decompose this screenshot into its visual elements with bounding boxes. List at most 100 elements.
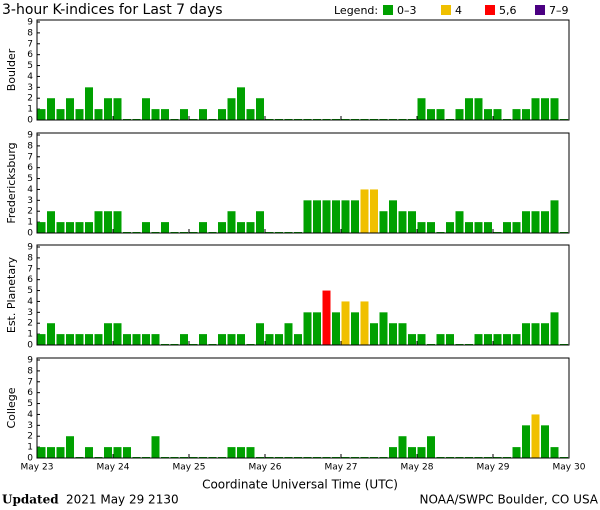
y-tick-label: 5 [27, 174, 33, 184]
y-tick-label: 4 [27, 185, 33, 195]
bar [104, 447, 112, 458]
chart-title: 3-hour K-indices for Last 7 days [2, 2, 223, 18]
bar [227, 447, 236, 458]
bar [180, 334, 188, 345]
updated-time: 2021 May 29 2130 [66, 493, 179, 507]
y-tick-label: 0 [27, 341, 33, 351]
bar [218, 334, 226, 345]
bar [66, 222, 74, 233]
bar [237, 222, 245, 233]
y-axis-label: Boulder [5, 48, 18, 91]
y-tick-label: 9 [27, 131, 33, 141]
bar [503, 222, 511, 233]
y-tick-label: 1 [27, 443, 33, 453]
bar [484, 109, 492, 120]
bar [113, 98, 122, 120]
y-tick-label: 3 [27, 421, 33, 431]
bar [56, 447, 65, 458]
y-tick-label: 4 [27, 410, 33, 420]
bar [341, 301, 350, 345]
bar [227, 211, 236, 233]
bar [408, 334, 416, 345]
legend-label: 4 [455, 4, 462, 17]
legend-swatch [441, 5, 451, 15]
y-tick-label: 2 [27, 319, 33, 329]
x-tick-label: May 23 [21, 463, 54, 473]
bar [199, 334, 207, 345]
y-tick-label: 6 [27, 50, 33, 60]
bar [104, 98, 112, 120]
bar [56, 334, 65, 345]
legend-label: 0–3 [397, 4, 417, 17]
bar [531, 98, 540, 120]
x-tick-label: May 24 [97, 463, 130, 473]
bar [161, 109, 169, 120]
bar [94, 109, 103, 120]
bar [408, 447, 416, 458]
y-tick-label: 5 [27, 61, 33, 71]
bar [446, 222, 454, 233]
legend-label: 5,6 [499, 4, 517, 17]
x-axis-label: Coordinate Universal Time (UTC) [202, 478, 398, 492]
bar [113, 323, 122, 345]
y-tick-label: 7 [27, 39, 33, 49]
bar [218, 222, 226, 233]
bar [66, 334, 74, 345]
bar [104, 211, 112, 233]
bar [455, 211, 464, 233]
y-tick-label: 5 [27, 399, 33, 409]
bar [512, 334, 521, 345]
bar [56, 222, 65, 233]
bar [85, 447, 93, 458]
bar [522, 211, 530, 233]
y-axis-label: College [5, 387, 18, 428]
y-tick-label: 8 [27, 28, 33, 38]
bar [246, 109, 255, 120]
y-tick-label: 0 [27, 454, 33, 464]
bar [370, 189, 378, 233]
bar [370, 323, 378, 345]
bar [37, 334, 46, 345]
bar [455, 109, 464, 120]
bar [465, 98, 473, 120]
bar [151, 334, 160, 345]
bar [180, 109, 188, 120]
bar [531, 211, 540, 233]
y-tick-label: 8 [27, 253, 33, 263]
bar [522, 109, 530, 120]
bar [379, 312, 388, 345]
bar [541, 425, 549, 458]
bar [474, 334, 483, 345]
bar [550, 200, 559, 233]
bar [550, 98, 559, 120]
bar [522, 425, 530, 458]
y-tick-label: 1 [27, 218, 33, 228]
bar [446, 334, 454, 345]
bar [531, 414, 540, 458]
bar [161, 222, 169, 233]
bar [512, 447, 521, 458]
bar [474, 98, 483, 120]
bar [436, 109, 445, 120]
panel-frame [36, 244, 570, 346]
bar [522, 323, 530, 345]
bar [493, 109, 502, 120]
y-tick-label: 7 [27, 152, 33, 162]
bar [66, 436, 74, 458]
bar [408, 211, 416, 233]
bar [322, 290, 331, 345]
y-tick-label: 6 [27, 163, 33, 173]
bar [351, 312, 359, 345]
bar [227, 334, 236, 345]
bar [47, 447, 55, 458]
bar [512, 222, 521, 233]
source: NOAA/SWPC Boulder, CO USA [420, 493, 599, 507]
bar [56, 109, 65, 120]
bar [275, 334, 283, 345]
y-tick-label: 1 [27, 330, 33, 340]
y-tick-label: 7 [27, 264, 33, 274]
bar [322, 200, 331, 233]
legend-swatch [485, 5, 495, 15]
bar [237, 87, 245, 120]
